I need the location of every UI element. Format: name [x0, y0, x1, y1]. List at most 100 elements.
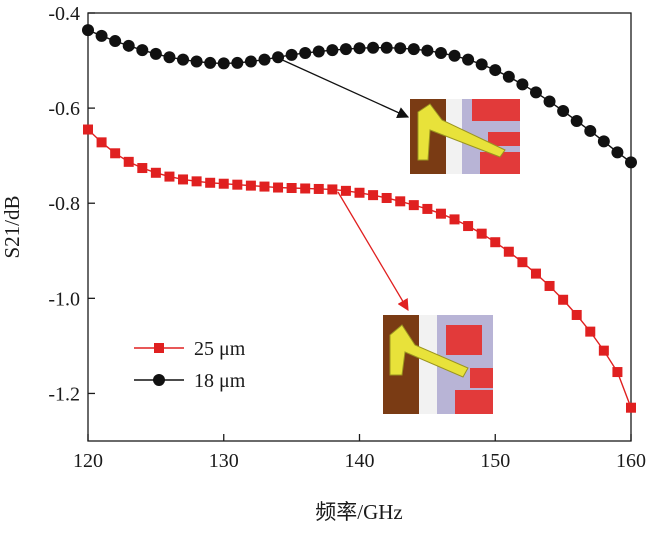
data-point-18um	[95, 29, 108, 42]
data-point-18um	[312, 45, 325, 58]
data-point-25um	[96, 137, 107, 148]
data-point-25um	[612, 367, 623, 378]
data-point-25um	[463, 221, 474, 232]
data-point-25um	[178, 174, 189, 185]
data-point-25um	[273, 182, 284, 193]
data-point-18um	[367, 41, 380, 54]
data-point-25um	[558, 294, 569, 305]
data-point-25um	[191, 176, 202, 187]
legend-label-18um: 18 μm	[194, 370, 246, 392]
data-point-18um	[339, 43, 352, 56]
data-point-25um	[313, 183, 324, 194]
data-point-18um	[204, 56, 217, 69]
data-point-18um	[244, 55, 257, 68]
data-point-18um	[217, 57, 230, 70]
data-point-25um	[83, 124, 93, 135]
data-point-18um	[109, 35, 122, 48]
data-point-25um	[435, 208, 446, 219]
data-point-18um	[584, 124, 597, 137]
data-point-25um	[110, 148, 121, 159]
data-point-25um	[585, 326, 596, 337]
data-point-25um	[286, 183, 297, 194]
data-point-25um	[544, 280, 555, 291]
data-point-25um	[150, 167, 161, 178]
data-point-18um	[122, 39, 135, 52]
data-point-18um	[163, 51, 176, 64]
y-tick-label: -0.6	[48, 98, 80, 120]
data-point-18um	[380, 41, 393, 54]
data-point-18um	[299, 46, 312, 59]
data-point-18um	[394, 42, 407, 55]
data-point-18um	[557, 104, 570, 117]
data-point-25um	[218, 178, 229, 189]
data-point-25um	[368, 190, 379, 201]
data-point-18um	[597, 135, 610, 148]
data-point-18um	[149, 47, 162, 60]
data-point-18um	[462, 53, 475, 66]
x-tick-label: 150	[480, 450, 510, 472]
data-point-18um	[285, 48, 298, 61]
data-point-18um	[489, 64, 502, 77]
data-point-18um	[407, 43, 420, 56]
data-point-18um	[353, 42, 366, 55]
y-tick-label: -1.2	[48, 383, 80, 405]
y-tick-label: -0.8	[48, 193, 80, 215]
data-point-18um	[258, 53, 271, 66]
x-axis-ticks: 120 130 140 150 160	[73, 434, 646, 472]
data-point-18um	[190, 55, 203, 68]
data-point-18um	[516, 78, 529, 91]
data-point-18um	[570, 114, 583, 127]
data-point-25um	[354, 187, 365, 198]
data-point-18um	[177, 53, 190, 66]
data-point-25um	[137, 163, 148, 174]
data-point-18um	[82, 24, 94, 37]
data-point-18um	[434, 46, 447, 59]
pointer-arrow-18um	[277, 57, 410, 118]
data-point-25um	[123, 156, 134, 167]
legend-label-25um: 25 μm	[194, 338, 246, 360]
data-point-18um	[231, 56, 244, 69]
data-point-25um	[449, 214, 460, 225]
data-point-18um	[421, 44, 434, 57]
legend: 25 μm 18 μm	[134, 338, 246, 392]
data-point-25um	[395, 196, 406, 207]
series-layer	[82, 24, 637, 413]
y-tick-label: -1.0	[48, 288, 80, 310]
legend-marker-25um	[154, 343, 164, 353]
data-point-25um	[422, 203, 433, 214]
data-point-25um	[476, 228, 487, 239]
data-point-25um	[300, 183, 311, 194]
data-point-25um	[381, 192, 392, 203]
data-point-25um	[164, 171, 175, 182]
data-point-18um	[475, 58, 488, 71]
x-tick-label: 140	[345, 450, 375, 472]
data-point-25um	[571, 309, 582, 320]
data-point-18um	[529, 86, 542, 99]
data-point-25um	[490, 237, 501, 248]
y-tick-label: -0.4	[48, 3, 80, 25]
data-point-25um	[232, 179, 243, 190]
legend-marker-18um	[153, 374, 165, 386]
data-point-25um	[340, 185, 351, 196]
inset-image-18um	[410, 99, 520, 174]
pointer-arrow-25um	[337, 191, 409, 312]
data-point-25um	[327, 184, 338, 195]
x-tick-label: 160	[616, 450, 646, 472]
data-point-18um	[543, 95, 556, 108]
data-point-18um	[625, 156, 637, 169]
x-tick-label: 120	[73, 450, 103, 472]
data-point-18um	[326, 44, 339, 57]
data-point-18um	[136, 44, 149, 57]
y-axis-label: S21/dB	[0, 195, 24, 258]
data-point-18um	[611, 146, 624, 159]
data-point-25um	[245, 180, 256, 191]
data-point-18um	[502, 70, 515, 83]
data-point-25um	[408, 200, 419, 211]
x-axis-label: 频率/GHz	[315, 500, 403, 524]
x-tick-label: 130	[209, 450, 239, 472]
data-point-25um	[626, 402, 636, 413]
data-point-18um	[448, 49, 461, 62]
series-line-25um	[87, 129, 632, 408]
